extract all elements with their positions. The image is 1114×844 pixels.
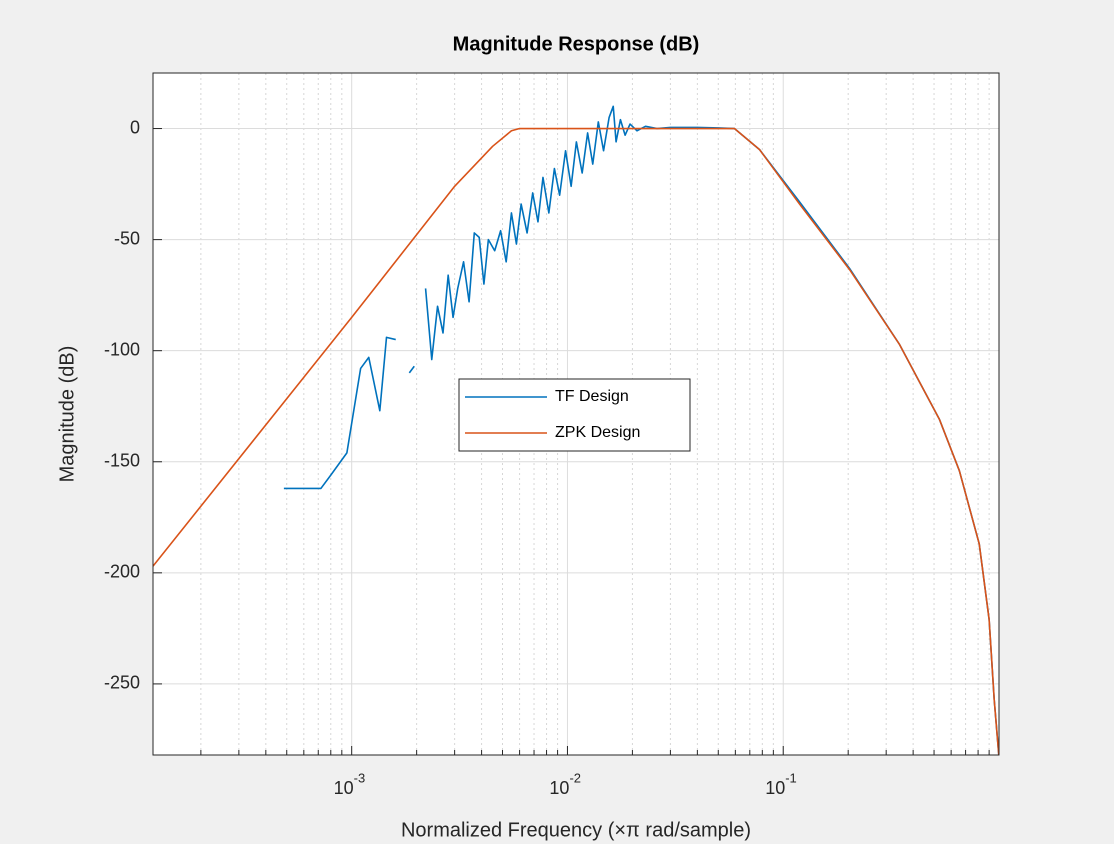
lines	[153, 105, 999, 755]
axes-box	[152, 72, 1000, 756]
ticks: 10 -3 10 -2 10 -10-50-100-150-200-250	[104, 117, 990, 798]
y-tick-label: -150	[104, 451, 140, 471]
x-tick-label: 10	[765, 778, 785, 798]
x-tick-label: 10	[334, 778, 354, 798]
y-tick-label: -50	[114, 228, 140, 248]
y-tick-label: 0	[130, 117, 140, 137]
x-axis-label: Normalized Frequency (×π rad/sample)	[401, 819, 751, 841]
y-tick-label: -250	[104, 673, 140, 693]
y-axis-label: Magnitude (dB)	[56, 346, 78, 483]
legend-label: ZPK Design	[555, 424, 640, 441]
x-tick-exponent: -2	[569, 770, 581, 785]
legend: TF Design ZPK Design	[458, 378, 691, 452]
series-line	[153, 127, 999, 755]
x-tick-exponent: -3	[354, 770, 366, 785]
legend-label: TF Design	[555, 388, 629, 405]
y-tick-label: -100	[104, 339, 140, 359]
x-tick-exponent: -1	[785, 770, 797, 785]
x-tick-label: 10	[549, 778, 569, 798]
chart-title: Magnitude Response (dB)	[453, 33, 700, 55]
legend-box	[458, 378, 691, 452]
y-tick-label: -200	[104, 562, 140, 582]
grid	[153, 73, 999, 755]
